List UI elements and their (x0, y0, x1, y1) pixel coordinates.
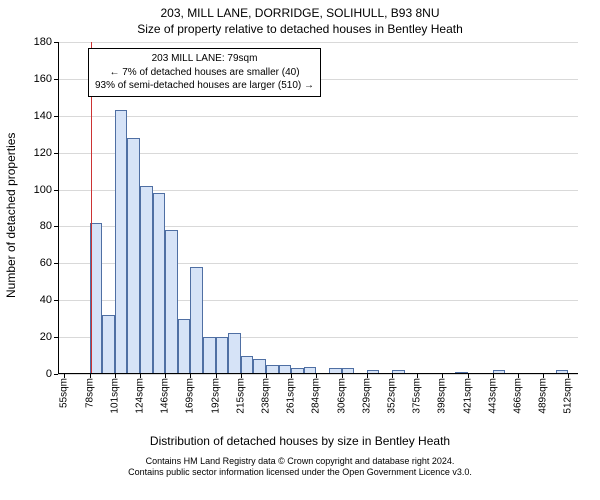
bar (228, 333, 241, 374)
bar (178, 319, 191, 374)
bar (216, 337, 229, 374)
ytick-mark (54, 116, 58, 117)
bar (127, 138, 140, 374)
annotation-line1: 203 MILL LANE: 79sqm (95, 52, 314, 66)
bar (102, 315, 115, 374)
xtick-label: 284sqm (311, 378, 322, 414)
ytick-label: 20 (40, 331, 52, 343)
xtick-label: 169sqm (185, 378, 196, 414)
y-axis-label: Number of detached properties (4, 133, 18, 298)
attribution: Contains HM Land Registry data © Crown c… (0, 456, 600, 479)
xtick-label: 466sqm (513, 378, 524, 414)
xtick-label: 443sqm (487, 378, 498, 414)
xtick-label: 261sqm (286, 378, 297, 414)
ytick-label: 60 (40, 257, 52, 269)
ytick-mark (54, 42, 58, 43)
ytick-label: 160 (34, 73, 52, 85)
ytick-label: 120 (34, 147, 52, 159)
ytick-label: 80 (40, 220, 52, 232)
plot-border-bottom (58, 373, 578, 374)
xtick-label: 375sqm (412, 378, 423, 414)
bar (203, 337, 216, 374)
xtick-label: 101sqm (109, 378, 120, 414)
xtick-label: 78sqm (84, 378, 95, 408)
xtick-label: 512sqm (563, 378, 574, 414)
annotation-line3: 93% of semi-detached houses are larger (… (95, 79, 314, 93)
title-line1: 203, MILL LANE, DORRIDGE, SOLIHULL, B93 … (0, 6, 600, 20)
xtick-label: 124sqm (134, 378, 145, 414)
xtick-label: 238sqm (260, 378, 271, 414)
bar (165, 230, 178, 374)
ytick-label: 100 (34, 184, 52, 196)
chart-container: 203, MILL LANE, DORRIDGE, SOLIHULL, B93 … (0, 0, 600, 500)
bar (153, 193, 166, 374)
xtick-label: 215sqm (235, 378, 246, 414)
ytick-mark (54, 190, 58, 191)
bar (190, 267, 203, 374)
x-axis-label: Distribution of detached houses by size … (0, 434, 600, 448)
ytick-label: 40 (40, 294, 52, 306)
xtick-label: 398sqm (437, 378, 448, 414)
annotation-line2: ← 7% of detached houses are smaller (40) (95, 66, 314, 80)
annotation-box: 203 MILL LANE: 79sqm ← 7% of detached ho… (88, 48, 321, 97)
ytick-mark (54, 374, 58, 375)
ytick-mark (54, 153, 58, 154)
bar (253, 359, 266, 374)
xtick-label: 489sqm (538, 378, 549, 414)
gridline (58, 374, 578, 375)
ytick-mark (54, 337, 58, 338)
attribution-line2: Contains public sector information licen… (0, 467, 600, 478)
xtick-label: 146sqm (160, 378, 171, 414)
gridline (58, 42, 578, 43)
ytick-mark (54, 226, 58, 227)
plot-border-left (58, 42, 59, 374)
ytick-label: 0 (46, 368, 52, 380)
xtick-label: 421sqm (462, 378, 473, 414)
bar (140, 186, 153, 374)
xtick-label: 192sqm (210, 378, 221, 414)
gridline (58, 116, 578, 117)
xtick-label: 55sqm (59, 378, 70, 408)
ytick-label: 140 (34, 110, 52, 122)
ytick-mark (54, 263, 58, 264)
bar (241, 356, 254, 374)
title-line2: Size of property relative to detached ho… (0, 22, 600, 36)
ytick-label: 180 (34, 36, 52, 48)
xtick-label: 329sqm (361, 378, 372, 414)
plot-area: 020406080100120140160180 55sqm78sqm101sq… (58, 42, 578, 374)
xtick-label: 352sqm (386, 378, 397, 414)
ytick-mark (54, 300, 58, 301)
xtick-label: 306sqm (336, 378, 347, 414)
attribution-line1: Contains HM Land Registry data © Crown c… (0, 456, 600, 467)
ytick-mark (54, 79, 58, 80)
bar (115, 110, 128, 374)
